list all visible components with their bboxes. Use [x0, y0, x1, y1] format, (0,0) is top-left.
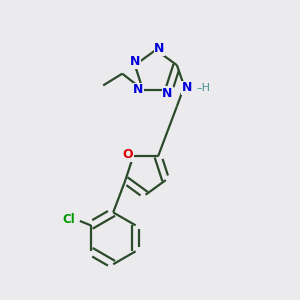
Text: –H: –H — [196, 83, 211, 93]
Text: N: N — [130, 55, 140, 68]
Text: N: N — [182, 81, 192, 94]
Text: O: O — [122, 148, 133, 161]
Text: N: N — [154, 42, 165, 55]
Text: N: N — [162, 87, 172, 100]
Text: N: N — [133, 83, 144, 96]
Text: Cl: Cl — [62, 213, 75, 226]
